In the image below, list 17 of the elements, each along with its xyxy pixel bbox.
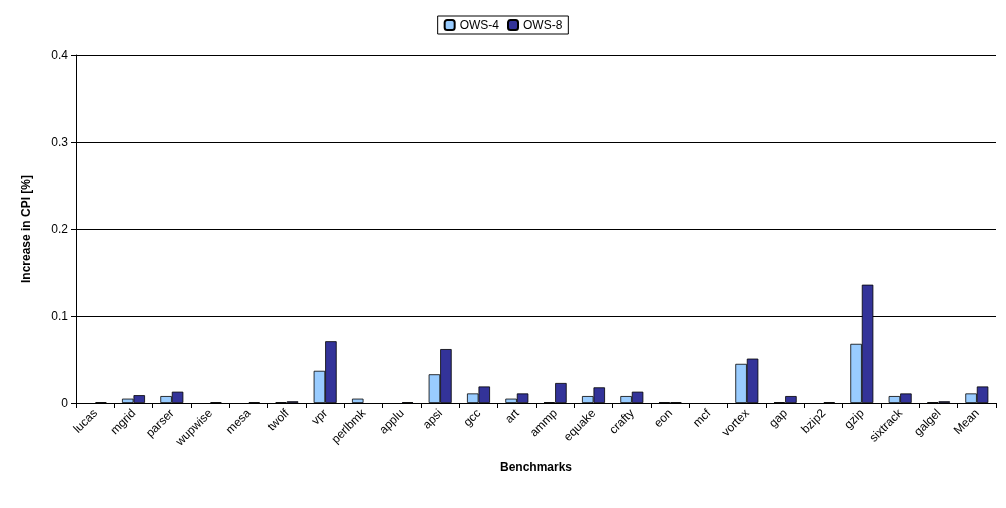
legend-label: OWS-8 — [523, 18, 563, 32]
legend-label: OWS-4 — [459, 18, 500, 32]
y-tick-label: 0.4 — [51, 48, 69, 62]
y-tick-label: 0.1 — [51, 309, 69, 323]
x-tick-label: gzip — [841, 405, 868, 432]
y-axis-title: Increase in CPI [%] — [19, 174, 33, 284]
y-tick-label: 0.3 — [51, 135, 69, 149]
x-tick-label: gcc — [460, 406, 484, 430]
x-tick-label: vpr — [308, 406, 331, 428]
y-tick-label: 0.2 — [51, 222, 69, 236]
y-tick-label: 0 — [61, 396, 69, 410]
x-tick-label: art — [501, 405, 523, 426]
x-tick-label: mcf — [689, 405, 714, 430]
x-axis-title: Benchmarks — [499, 460, 573, 474]
bar — [352, 398, 364, 403]
x-tick-label: gap — [766, 405, 791, 431]
x-tick-label: eon — [651, 406, 676, 431]
